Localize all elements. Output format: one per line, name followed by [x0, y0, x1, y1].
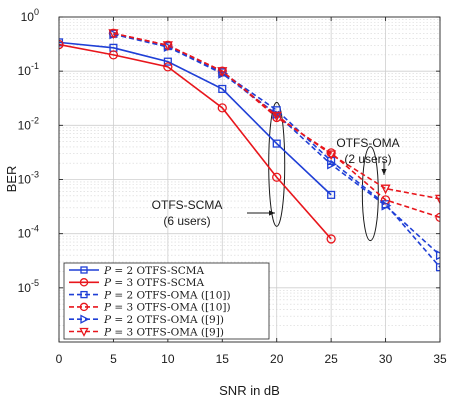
legend-box	[63, 262, 270, 340]
y-tick-label: 10-2	[18, 115, 39, 132]
series-line	[113, 32, 440, 200]
legend-entry: P = 3 OTFS-SCMA	[69, 277, 205, 289]
data-point	[163, 62, 173, 72]
x-tick-labels: 0 5 10 15 20 25 30 35	[56, 352, 447, 366]
axis-ticks	[58, 16, 441, 342]
series-group	[59, 28, 440, 272]
data-point	[271, 111, 282, 122]
data-point	[80, 266, 88, 274]
arrow-ofts-scma	[247, 210, 275, 216]
x-tick-label: 0	[56, 352, 63, 366]
data-point	[326, 234, 336, 244]
data-point	[79, 302, 89, 312]
y-tick-label: 10-5	[18, 278, 39, 295]
data-point	[108, 29, 119, 40]
data-point	[80, 290, 88, 299]
legend-entry: P = 2 OTFS-OMA ([9])	[69, 314, 224, 326]
legend-label: P = 3 OTFS-SCMA	[103, 277, 205, 289]
series-6	[108, 29, 440, 205]
series-line	[113, 32, 440, 219]
data-point	[380, 184, 391, 195]
data-point	[381, 200, 392, 211]
annotation-text: (6 users)	[163, 214, 210, 228]
x-tick-label: 10	[161, 352, 175, 366]
series-1	[59, 38, 336, 199]
x-tick-label: 15	[216, 352, 230, 366]
x-tick-label: 30	[379, 352, 393, 366]
series-line	[59, 43, 332, 240]
data-point	[327, 159, 337, 170]
data-point	[272, 172, 282, 182]
data-point	[217, 103, 227, 113]
data-point	[79, 278, 89, 287]
data-point	[327, 190, 336, 199]
data-point	[79, 327, 89, 337]
data-point	[218, 84, 227, 93]
series-line	[59, 41, 332, 196]
legend-label: P = 2 OTFS-OMA ([10])	[103, 289, 231, 301]
annotation-arrows	[247, 161, 387, 216]
series-2	[59, 39, 336, 244]
legend-label: P = 3 OTFS-OMA ([9])	[103, 326, 224, 338]
data-point	[108, 50, 119, 60]
x-tick-label: 35	[433, 352, 447, 366]
legend-entry: P = 2 OTFS-OMA ([10])	[69, 289, 231, 301]
annotation-text: OTFS-SCMA	[152, 198, 223, 212]
data-point	[326, 148, 336, 158]
y-tick-label: 10-1	[18, 61, 39, 78]
y-tick-labels: 100 10-1 10-2 10-3 10-4 10-5	[18, 7, 39, 295]
x-axis-label: SNR in dB	[219, 383, 280, 398]
annotation-text: OTFS-OMA	[336, 136, 399, 150]
arrow-head	[269, 210, 275, 216]
y-tick-label: 10-4	[18, 224, 39, 241]
data-point	[435, 250, 440, 261]
annotation-labels: OTFS-SCMA (6 users) OTFS-OMA (2 users)	[152, 136, 400, 228]
data-point	[162, 41, 173, 52]
x-tick-label: 20	[270, 352, 284, 366]
y-tick-label: 100	[21, 7, 39, 24]
arrow-ofts-oma	[381, 161, 387, 175]
arrow-head	[381, 169, 387, 175]
legend-label: P = 2 OTFS-OMA ([9])	[103, 314, 224, 326]
data-point	[435, 212, 440, 223]
x-tick-label: 25	[324, 352, 338, 366]
data-point	[59, 39, 64, 50]
y-axis-label: BER	[4, 166, 19, 193]
data-point	[217, 67, 228, 77]
data-point	[163, 57, 172, 66]
legend-entry: P = 2 OTFS-SCMA	[69, 265, 205, 277]
y-tick-label: 10-3	[18, 170, 39, 187]
legend-entry: P = 3 OTFS-OMA ([9])	[69, 326, 224, 338]
data-point	[434, 194, 440, 205]
legend-label: P = 2 OTFS-SCMA	[103, 265, 205, 277]
ellipse-ofts-scma	[268, 101, 286, 227]
legend-label: P = 3 OTFS-OMA ([10])	[103, 302, 231, 314]
data-point	[435, 263, 440, 272]
data-point	[80, 314, 90, 324]
series-line	[113, 33, 440, 256]
legend-entry: P = 3 OTFS-OMA ([10])	[69, 302, 231, 314]
x-tick-label: 5	[110, 352, 117, 366]
annotation-text: (2 users)	[344, 152, 391, 166]
data-point	[326, 150, 337, 161]
data-point	[272, 139, 281, 148]
